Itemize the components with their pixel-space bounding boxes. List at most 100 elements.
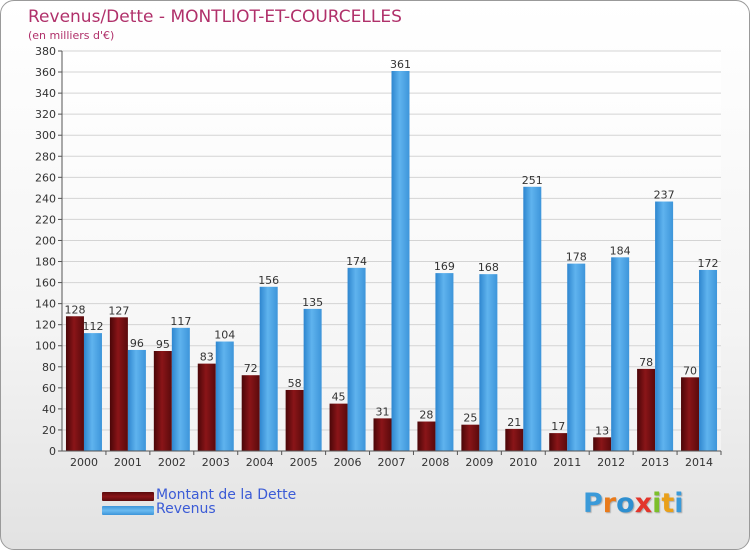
logo-letter: P — [583, 488, 603, 519]
bar-debt — [461, 424, 480, 451]
data-label-debt: 45 — [332, 391, 346, 404]
bar-debt — [505, 428, 524, 451]
y-tick-label: 60 — [42, 382, 56, 395]
data-label-revenus: 172 — [698, 257, 719, 270]
bar-debt — [549, 433, 568, 451]
y-tick-label: 80 — [42, 361, 56, 374]
y-tick-label: 380 — [35, 45, 56, 58]
y-tick-label: 280 — [35, 150, 56, 163]
bar-debt — [681, 377, 700, 451]
bar-revenus — [347, 267, 366, 451]
y-tick-label: 120 — [35, 319, 56, 332]
x-axis: 2000 2001 2002 2003 2004 2005 2006 2007 2008 2009… — [62, 450, 722, 469]
logo-letter: x — [634, 488, 653, 519]
bar-debt — [593, 437, 612, 451]
data-label-revenus: 112 — [82, 320, 103, 333]
bar-revenus — [303, 308, 322, 451]
y-tick-label: 200 — [35, 234, 56, 247]
bar-revenus — [215, 341, 234, 451]
x-tick-label: 2010 — [509, 456, 537, 469]
bar-debt — [285, 389, 304, 451]
bar-debt — [373, 418, 392, 451]
data-label-debt: 127 — [108, 304, 129, 317]
legend-label-debt: Montant de la Dette — [156, 487, 297, 503]
data-label-debt: 58 — [288, 377, 302, 390]
y-tick-label: 360 — [35, 66, 56, 79]
x-tick-label: 2005 — [290, 456, 318, 469]
bar-debt — [417, 421, 436, 451]
logo-letter: t — [661, 488, 675, 519]
bar-revenus — [567, 263, 586, 451]
bar-debt — [65, 316, 84, 451]
data-label-revenus: 184 — [610, 244, 631, 257]
bar-debt — [241, 375, 260, 451]
logo-letter: r — [602, 488, 617, 519]
data-label-debt: 28 — [419, 409, 433, 422]
data-label-debt: 13 — [595, 424, 609, 437]
logo-letter: i — [674, 488, 684, 519]
data-label-revenus: 168 — [478, 261, 499, 274]
data-label-revenus: 156 — [258, 274, 279, 287]
y-tick-label: 220 — [35, 213, 56, 226]
data-label-revenus: 174 — [346, 255, 367, 268]
chart-title: Revenus/Dette - MONTLIOT-ET-COURCELLES — [28, 7, 402, 27]
y-tick-label: 300 — [35, 129, 56, 142]
data-label-revenus: 178 — [566, 251, 587, 264]
data-label-revenus: 251 — [522, 174, 543, 187]
bar-revenus — [655, 201, 674, 451]
data-label-revenus: 237 — [654, 189, 675, 202]
x-tick-label: 2008 — [421, 456, 449, 469]
y-tick-label: 240 — [35, 192, 56, 205]
y-tick-label: 20 — [42, 424, 56, 437]
chart-subtitle: (en milliers d'€) — [28, 29, 115, 42]
data-label-debt: 31 — [376, 405, 390, 418]
data-label-debt: 21 — [507, 416, 521, 429]
bar-revenus — [479, 274, 498, 451]
data-label-debt: 25 — [463, 412, 477, 425]
data-label-debt: 70 — [683, 364, 697, 377]
data-label-revenus: 361 — [390, 58, 411, 71]
legend-swatch-debt — [102, 492, 154, 501]
legend-swatch-revenus — [102, 506, 154, 515]
data-label-debt: 83 — [200, 351, 214, 364]
data-label-debt: 95 — [156, 338, 170, 351]
bar-debt — [153, 351, 172, 451]
bar-revenus — [611, 257, 630, 451]
x-tick-label: 2013 — [641, 456, 669, 469]
y-tick-label: 0 — [49, 445, 56, 458]
x-tick-label: 2006 — [334, 456, 362, 469]
bar-revenus — [259, 286, 278, 451]
x-tick-label: 2007 — [378, 456, 406, 469]
logo-letter: o — [616, 488, 635, 519]
x-tick-label: 2014 — [685, 456, 713, 469]
x-tick-label: 2000 — [70, 456, 98, 469]
x-tick-label: 2001 — [114, 456, 142, 469]
y-tick-label: 180 — [35, 256, 56, 269]
bar-debt — [197, 363, 216, 451]
bar-revenus — [435, 273, 454, 451]
y-tick-label: 140 — [35, 298, 56, 311]
y-tick-label: 100 — [35, 340, 56, 353]
y-tick-label: 260 — [35, 171, 56, 184]
bar-revenus — [523, 186, 542, 451]
data-label-debt: 78 — [639, 356, 653, 369]
bar-debt — [637, 368, 656, 451]
x-tick-label: 2012 — [597, 456, 625, 469]
bar-revenus — [171, 327, 190, 451]
x-tick-label: 2002 — [158, 456, 186, 469]
bar-revenus — [391, 71, 410, 451]
y-axis: 0 20 40 60 80 100 120 140 160 180 200 220 240 260 280 3… — [35, 45, 63, 458]
bar-revenus — [127, 349, 146, 451]
data-label-debt: 128 — [64, 303, 85, 316]
x-tick-label: 2004 — [246, 456, 274, 469]
logo-letter: i — [652, 488, 662, 519]
bar-revenus — [83, 333, 102, 451]
bar-revenus — [699, 269, 718, 451]
y-tick-label: 320 — [35, 108, 56, 121]
x-tick-label: 2011 — [553, 456, 581, 469]
proxiti-logo: Proxiti — [583, 488, 684, 519]
data-label-revenus: 135 — [302, 296, 323, 309]
x-tick-label: 2009 — [465, 456, 493, 469]
